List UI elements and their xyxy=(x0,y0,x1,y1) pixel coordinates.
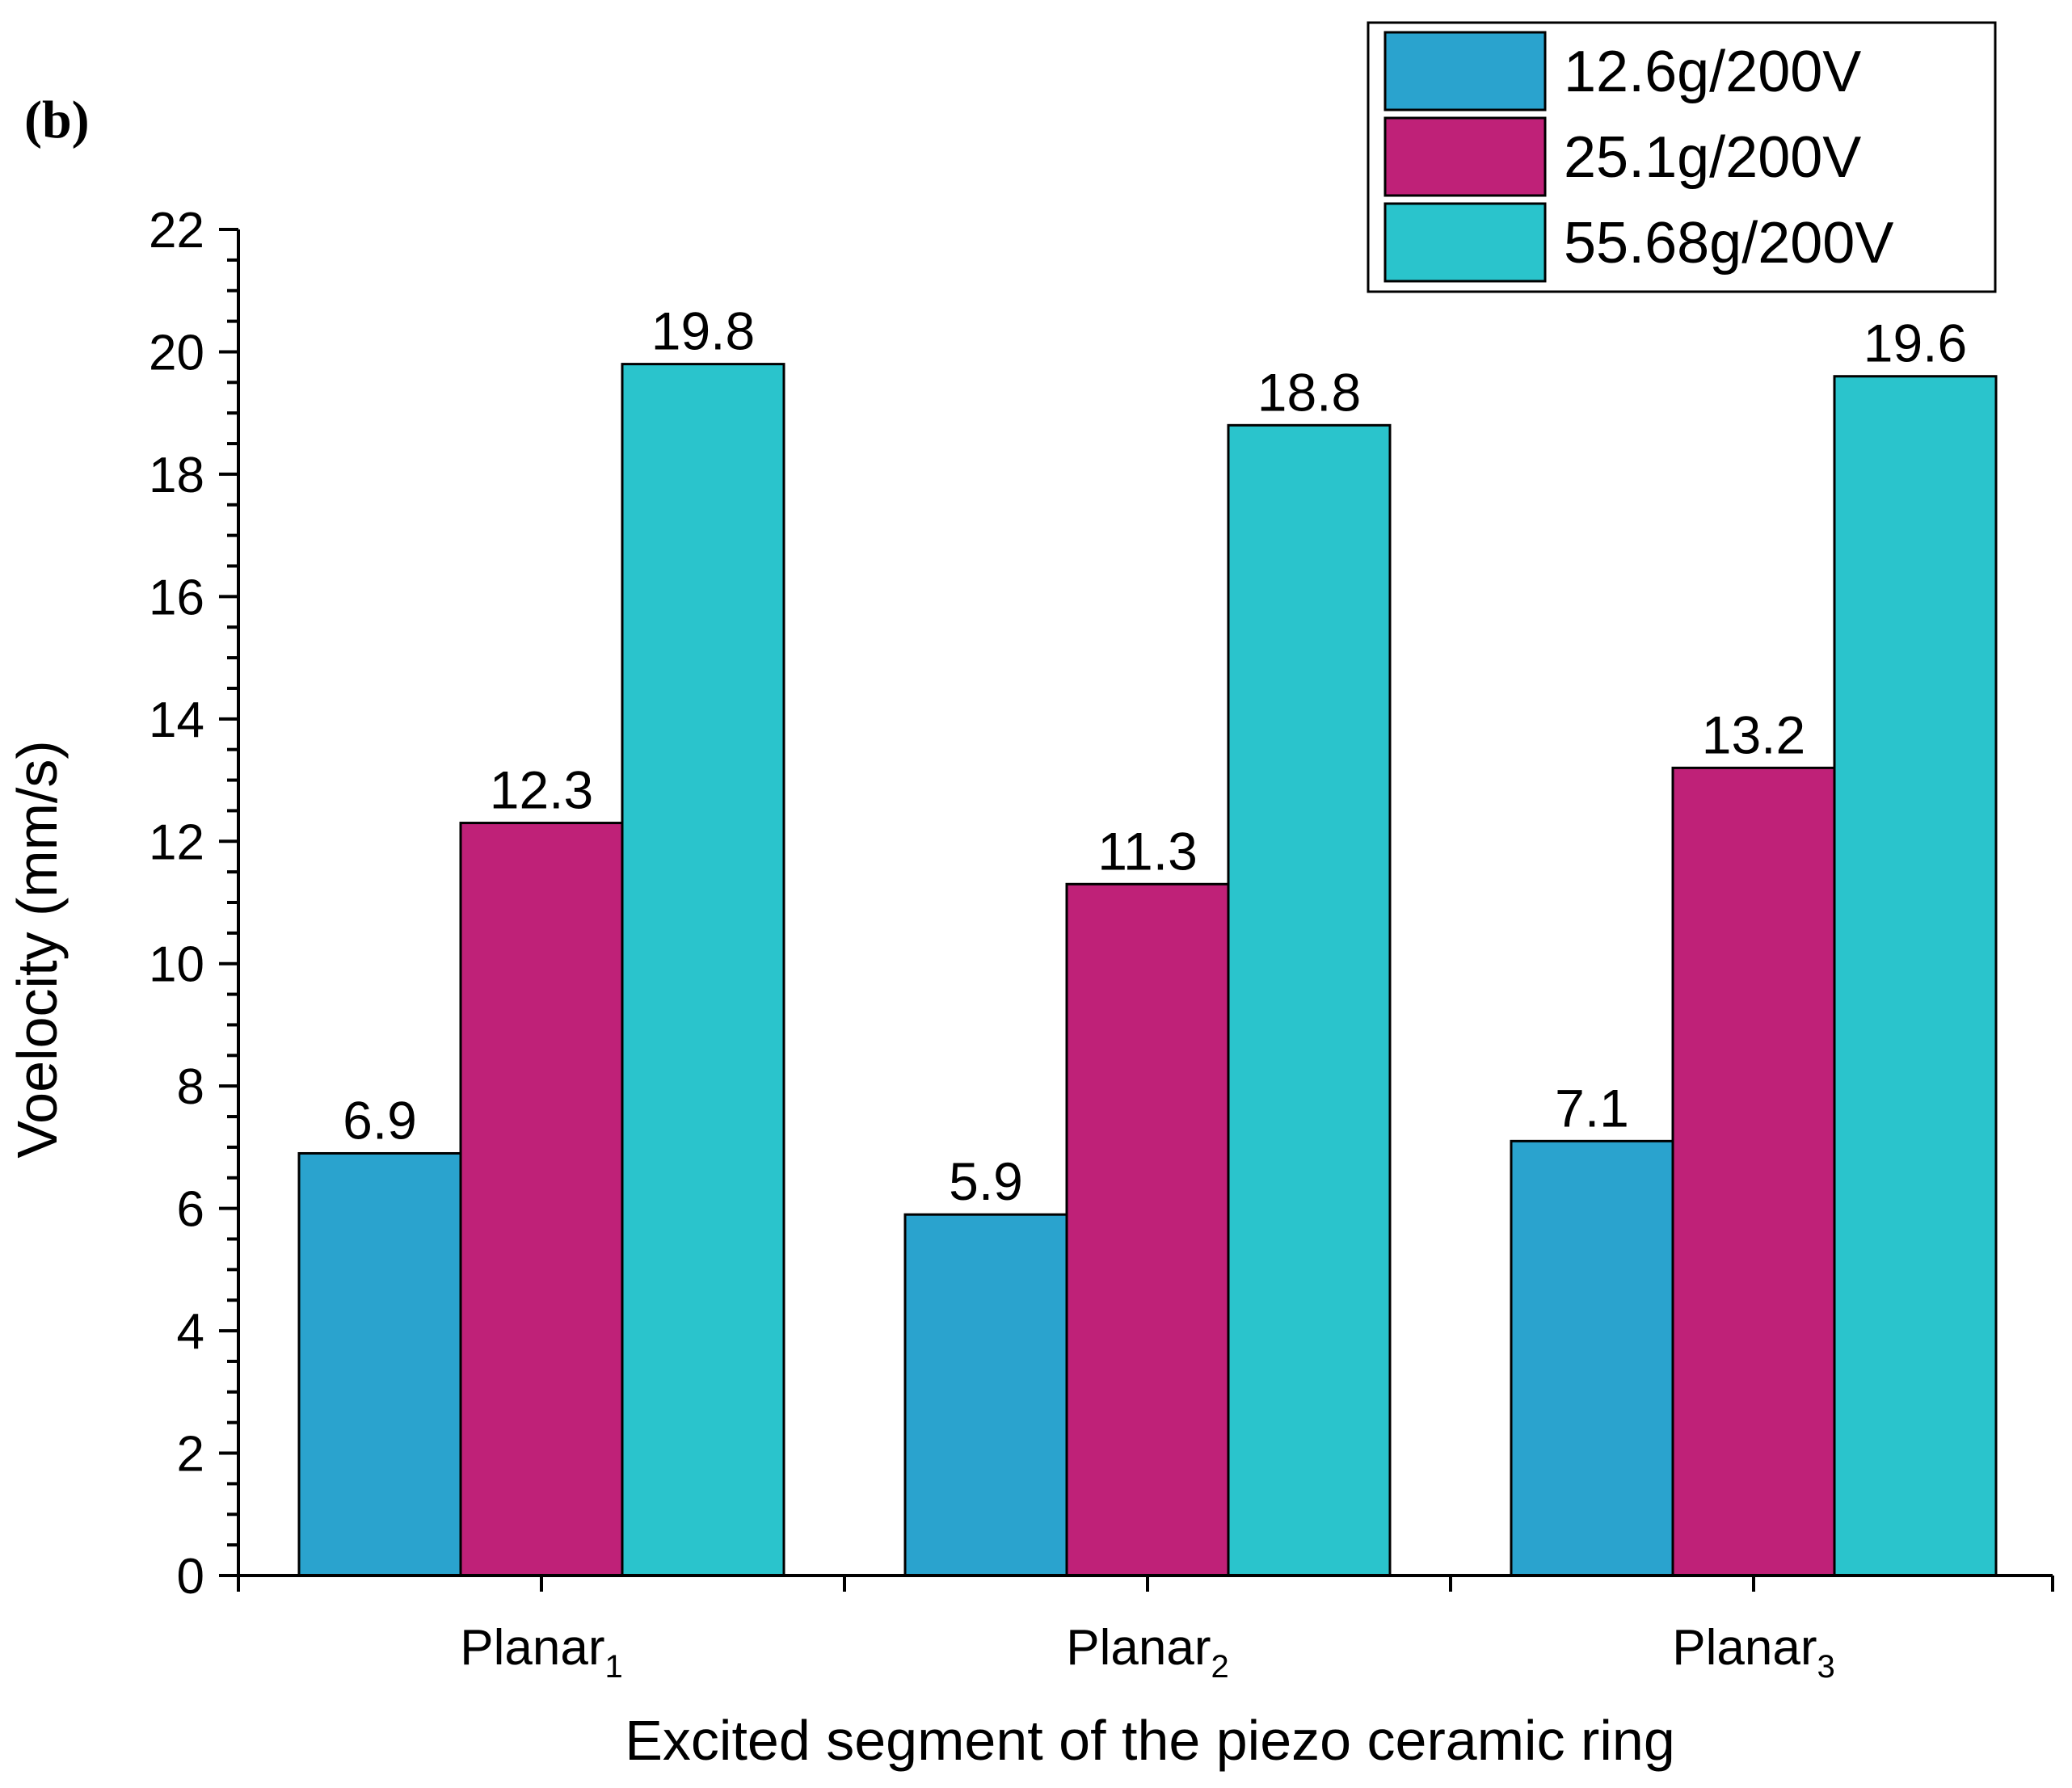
x-tick-label: Planar2 xyxy=(1066,1620,1228,1685)
x-axis-title: Excited segment of the piezo ceramic rin… xyxy=(625,1709,1675,1772)
legend-swatch xyxy=(1383,31,1547,111)
y-tick-label: 8 xyxy=(177,1059,204,1115)
legend-label: 12.6g/200V xyxy=(1564,40,1861,104)
x-axis: Planar1 Planar2 Planar3 xyxy=(237,1574,2054,1685)
bar xyxy=(459,822,624,1577)
bar-value-label: 18.8 xyxy=(1257,362,1361,422)
y-tick-label: 0 xyxy=(177,1549,204,1605)
legend: 12.6g/200V 25.1g/200V 55.68g/200V xyxy=(1367,21,1997,293)
y-axis-title: Voelocity (mm/s) xyxy=(6,740,69,1158)
bars-group xyxy=(297,363,1998,1577)
bar xyxy=(1065,882,1230,1577)
y-tick-label: 14 xyxy=(149,692,204,748)
bar-value-label: 19.8 xyxy=(651,301,755,361)
bar-value-label: 6.9 xyxy=(343,1090,417,1150)
bar-value-label: 13.2 xyxy=(1702,705,1805,764)
bar xyxy=(1510,1139,1674,1577)
legend-label: 55.68g/200V xyxy=(1564,211,1893,276)
bar xyxy=(621,363,785,1577)
panel-label: (b) xyxy=(24,90,90,149)
legend-label: 25.1g/200V xyxy=(1564,125,1861,190)
y-tick-label: 20 xyxy=(149,325,204,381)
y-tick-label: 18 xyxy=(149,448,204,503)
legend-swatch xyxy=(1383,116,1547,197)
y-tick-label: 2 xyxy=(177,1427,204,1483)
bar xyxy=(903,1213,1068,1577)
bar-value-label: 5.9 xyxy=(949,1151,1023,1211)
y-tick-label: 4 xyxy=(177,1304,204,1360)
bar xyxy=(297,1151,462,1577)
bar-value-label: 11.3 xyxy=(1097,821,1198,881)
y-tick-label: 16 xyxy=(149,570,204,625)
x-tick-label: Planar3 xyxy=(1672,1620,1834,1685)
y-tick-label: 22 xyxy=(149,203,204,259)
y-tick-label: 6 xyxy=(177,1182,204,1238)
bar xyxy=(1227,423,1392,1577)
bar xyxy=(1833,375,1998,1577)
y-tick-label: 12 xyxy=(149,814,204,870)
bar xyxy=(1671,766,1836,1577)
x-tick-label: Planar1 xyxy=(460,1620,622,1685)
y-axis: 0 2 4 6 8 10 12 14 16 18 20 22 xyxy=(149,203,240,1605)
bar-value-label: 19.6 xyxy=(1864,313,1967,373)
value-labels-group: 6.9 12.3 19.8 5.9 11.3 18.8 7.1 13.2 19.6 xyxy=(343,301,1967,1212)
bar-value-label: 12.3 xyxy=(490,760,593,820)
y-tick-label: 10 xyxy=(149,937,204,993)
bar-value-label: 7.1 xyxy=(1555,1078,1629,1138)
legend-swatch xyxy=(1383,202,1547,283)
